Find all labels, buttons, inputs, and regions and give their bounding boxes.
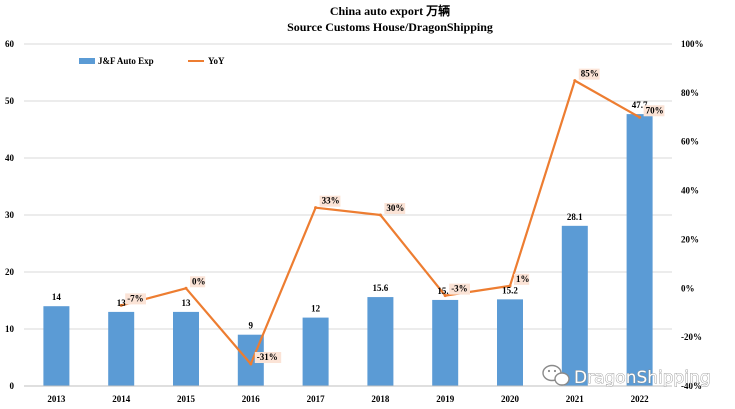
yoy-label-background xyxy=(254,352,282,364)
line-series xyxy=(119,79,642,366)
bar xyxy=(302,317,329,386)
bar xyxy=(43,306,70,386)
bar xyxy=(108,311,135,386)
bar-data-label: 9 xyxy=(249,321,254,331)
watermark: DragonShipping xyxy=(542,364,711,388)
yoy-data-label: 1% xyxy=(516,274,530,284)
yoy-data-label: 33% xyxy=(322,196,340,206)
y-axis-left: 0 10 20 30 40 50 60 xyxy=(5,39,15,391)
yoy-point xyxy=(443,294,447,298)
bar-data-label: 28.1 xyxy=(567,212,583,222)
yoy-data-label: -31% xyxy=(257,352,278,362)
x-axis: 2013 2014 2015 2016 2017 2018 2019 2020 2021 2022 xyxy=(24,385,672,404)
x-tick-label: 2014 xyxy=(112,394,131,404)
yoy-label-background xyxy=(125,293,146,305)
x-tick-label: 2015 xyxy=(177,394,196,404)
y2-tick-label: 20% xyxy=(681,234,699,244)
y-tick-label: 40 xyxy=(5,153,15,163)
yoy-point xyxy=(573,79,577,83)
watermark-text: DragonShipping xyxy=(574,368,711,388)
bar-data-label: 13 xyxy=(182,298,192,308)
yoy-label-background xyxy=(190,276,206,288)
yoy-label-background xyxy=(643,105,665,117)
yoy-data-label: 0% xyxy=(192,276,206,286)
yoy-label-background xyxy=(578,68,600,80)
x-tick-label: 2016 xyxy=(242,394,261,404)
y-tick-label: 60 xyxy=(5,39,15,49)
y-axis-right: -40% -20% 0% 20% 40% 60% 80% 100% xyxy=(681,39,704,391)
yoy-point xyxy=(314,206,318,210)
bar xyxy=(432,299,459,386)
yoy-point xyxy=(638,115,642,119)
yoy-label-background xyxy=(449,283,470,295)
yoy-data-label: -3% xyxy=(451,284,468,294)
x-tick-label: 2022 xyxy=(631,394,650,404)
x-tick-label: 2020 xyxy=(501,394,520,404)
yoy-point xyxy=(378,213,382,217)
bar-data-labels: 14 13 13 9 12 15.6 15.1 15.2 28.1 47.7 xyxy=(52,100,648,331)
yoy-label-background xyxy=(384,203,406,214)
legend-label-bar: J&F Auto Exp xyxy=(98,56,154,66)
x-tick-label: 2017 xyxy=(307,394,326,404)
yoy-data-label: 70% xyxy=(646,105,664,115)
bar xyxy=(626,114,653,387)
y-tick-label: 30 xyxy=(5,210,15,220)
bar-data-label: 13 xyxy=(117,298,127,308)
y2-tick-label: 40% xyxy=(681,186,699,196)
y2-tick-label: 80% xyxy=(681,88,699,98)
bar-data-label: 15.6 xyxy=(373,283,389,293)
x-tick-label: 2013 xyxy=(47,394,66,404)
bar xyxy=(561,225,588,386)
bar-data-label: 15.1 xyxy=(437,286,453,296)
bar xyxy=(367,297,394,386)
yoy-data-label: 85% xyxy=(581,69,599,79)
legend: J&F Auto Exp YoY xyxy=(79,56,225,66)
y-tick-label: 20 xyxy=(5,267,15,277)
wechat-icon xyxy=(542,364,570,386)
yoy-point xyxy=(184,286,188,290)
y2-tick-label: 100% xyxy=(681,39,704,49)
bar-data-label: 15.2 xyxy=(502,285,518,295)
y-tick-label: 10 xyxy=(5,324,15,334)
yoy-label-background xyxy=(319,195,341,207)
bar xyxy=(497,299,523,386)
yoy-data-label: -7% xyxy=(127,293,144,303)
x-tick-label: 2019 xyxy=(436,394,455,404)
yoy-label-background xyxy=(514,273,530,285)
bar-data-label: 14 xyxy=(52,292,62,302)
bar-data-label: 12 xyxy=(311,304,321,314)
line-data-labels: -7% 0% -31% 33% 30% -3% 1% 85% 70% xyxy=(125,68,665,364)
yoy-point xyxy=(249,362,253,366)
chart-title: China auto export 万辆 xyxy=(330,3,450,18)
bar-series xyxy=(43,114,653,387)
chart-subtitle: Source Customs House/DragonShipping xyxy=(287,20,493,34)
yoy-point xyxy=(508,284,512,288)
legend-label-line: YoY xyxy=(208,56,225,66)
legend-swatch-bar xyxy=(79,58,95,64)
yoy-point xyxy=(119,303,123,307)
x-tick-label: 2018 xyxy=(371,394,390,404)
y2-tick-label: 0% xyxy=(681,283,695,293)
y2-tick-label: 60% xyxy=(681,137,699,147)
x-tick-label: 2021 xyxy=(566,394,585,404)
yoy-data-label: 30% xyxy=(386,203,404,213)
bar-data-label: 47.7 xyxy=(632,100,648,110)
y-tick-label: 0 xyxy=(10,381,15,391)
y2-tick-label: -20% xyxy=(681,332,702,342)
bar xyxy=(173,311,199,386)
y2-tick-label: -40% xyxy=(681,381,702,391)
y-tick-label: 50 xyxy=(5,96,15,106)
